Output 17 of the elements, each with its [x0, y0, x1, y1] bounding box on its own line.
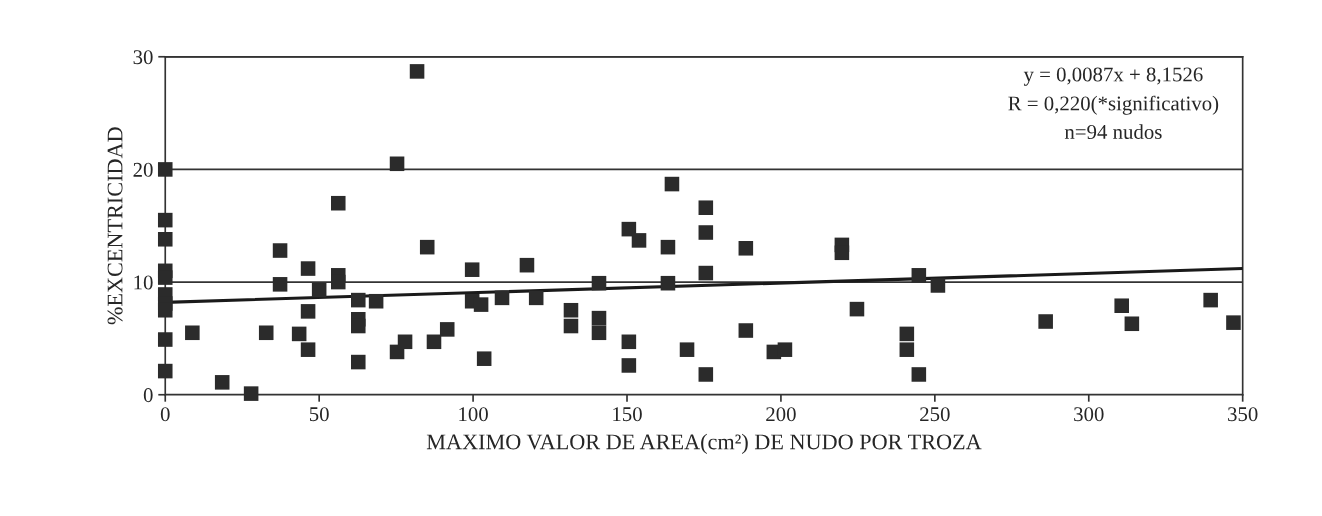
x-tick-label: 350	[1228, 407, 1258, 422]
x-tick-label: 150	[613, 407, 642, 422]
x-tick-label: 200	[766, 407, 796, 422]
x-tick-label: 0	[160, 407, 170, 422]
x-axis-title: MAXIMO VALOR DE AREA(cm²) DE NUDO POR TROZA	[426, 433, 982, 454]
annotation: y = 0,0087x + 8,1526	[1023, 67, 1203, 86]
x-tick-label: 250	[920, 407, 950, 422]
y-tick-label: 10	[134, 275, 153, 290]
x-tick-label: 50	[309, 407, 329, 422]
y-axis-title: %EXCENTRICIDAD	[107, 127, 123, 325]
y-tick-label: 0	[143, 388, 153, 403]
y-tick-label: 30	[133, 50, 153, 65]
annotation: n=94 nudos	[1064, 124, 1162, 140]
y-tick-label: 20	[133, 162, 153, 177]
x-tick-label: 100	[459, 407, 488, 422]
annotation: R = 0,220(*significativo)	[1008, 95, 1219, 115]
x-tick-label: 300	[1074, 407, 1104, 422]
